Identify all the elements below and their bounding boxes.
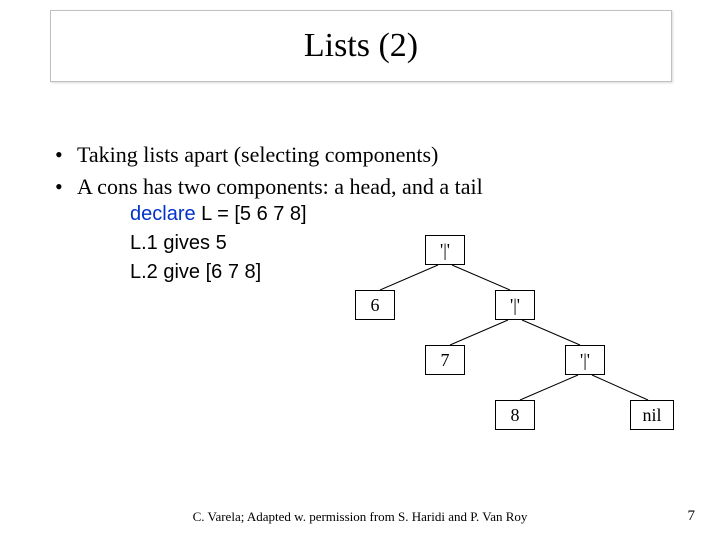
bullet-item: • A cons has two components: a head, and…	[55, 172, 675, 202]
keyword-declare: declare	[130, 203, 196, 225]
cons-tree-diagram: '|' 6 '|' 7 '|' 8 nil	[330, 235, 700, 465]
bullet-item: • Taking lists apart (selecting componen…	[55, 140, 675, 170]
bullet-marker: •	[55, 172, 77, 202]
tree-node: 6	[355, 290, 395, 320]
tree-node: '|'	[495, 290, 535, 320]
bullet-list: • Taking lists apart (selecting componen…	[55, 140, 675, 203]
code-text: L = [5 6 7 8]	[196, 203, 307, 225]
slide-title: Lists (2)	[304, 27, 418, 65]
tree-node: nil	[630, 400, 674, 430]
bullet-text: Taking lists apart (selecting components…	[77, 140, 438, 170]
tree-edges	[330, 235, 700, 465]
bullet-text: A cons has two components: a head, and a…	[77, 172, 483, 202]
footer-attribution: C. Varela; Adapted w. permission from S.…	[0, 509, 720, 525]
code-line: declare L = [5 6 7 8]	[130, 200, 307, 229]
page-number: 7	[688, 508, 696, 525]
tree-node: 7	[425, 345, 465, 375]
tree-node: '|'	[425, 235, 465, 265]
code-line: L.1 gives 5	[130, 229, 307, 258]
code-block: declare L = [5 6 7 8] L.1 gives 5 L.2 gi…	[130, 200, 307, 287]
title-box: Lists (2)	[50, 10, 672, 82]
bullet-marker: •	[55, 140, 77, 170]
tree-node: 8	[495, 400, 535, 430]
code-line: L.2 give [6 7 8]	[130, 258, 307, 287]
tree-node: '|'	[565, 345, 605, 375]
